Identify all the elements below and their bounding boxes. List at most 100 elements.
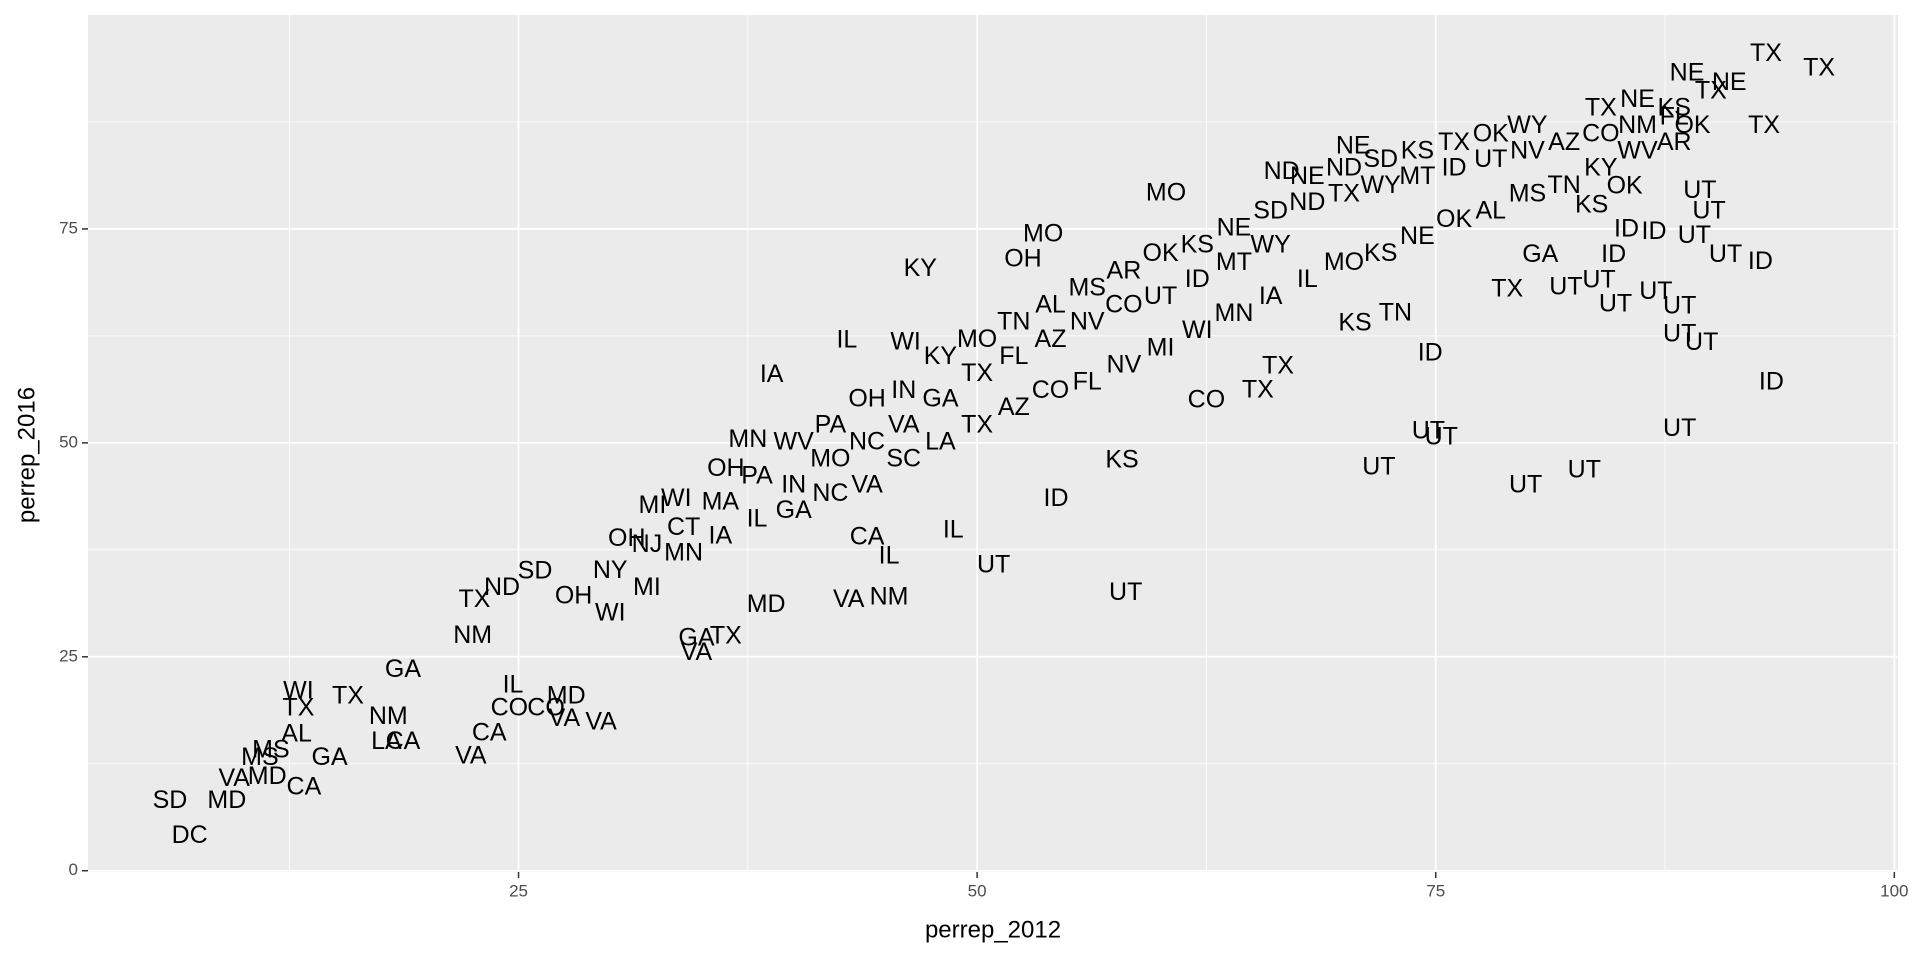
point-label: NC xyxy=(849,427,885,455)
point-label: NE xyxy=(1712,68,1747,96)
point-label: KY xyxy=(1584,154,1618,182)
point-label: IL xyxy=(943,516,964,544)
point-label: CA xyxy=(386,727,421,755)
point-label: NE xyxy=(1620,85,1655,113)
point-label: CA xyxy=(287,772,322,800)
point-label: VA xyxy=(585,707,617,735)
point-label: NE xyxy=(1400,222,1435,250)
point-label: IN xyxy=(781,470,806,498)
point-label: UT xyxy=(1639,277,1672,305)
point-label: SD xyxy=(518,557,553,585)
point-label: OH xyxy=(1004,244,1042,272)
point-label: TN xyxy=(1547,171,1580,199)
point-label: MN xyxy=(728,425,767,453)
point-label: WV xyxy=(774,427,815,455)
point-label: PA xyxy=(815,410,847,438)
point-label: GA xyxy=(385,655,421,683)
point-label: NV xyxy=(1070,308,1105,336)
point-label: MD xyxy=(547,682,586,710)
point-label: CT xyxy=(667,513,700,541)
point-label: WI xyxy=(283,676,314,704)
point-label: OH xyxy=(608,524,646,552)
point-label: AZ xyxy=(998,393,1030,421)
point-label: WY xyxy=(1250,231,1291,259)
point-label: IL xyxy=(503,670,524,698)
point-label: GA xyxy=(922,385,958,413)
point-label: NM xyxy=(369,702,408,730)
point-label: TX xyxy=(1803,54,1835,82)
point-label: GA xyxy=(312,743,348,771)
y-tick-label: 50 xyxy=(59,432,78,451)
point-label: TN xyxy=(1379,298,1412,326)
point-label: DC xyxy=(172,821,208,849)
point-label: FL xyxy=(1073,368,1102,396)
point-label: ID xyxy=(1614,214,1639,242)
point-label: TN xyxy=(997,308,1030,336)
point-label: GA xyxy=(776,496,812,524)
point-label: TX xyxy=(282,694,314,722)
point-label: IA xyxy=(1259,282,1283,310)
point-label: NY xyxy=(593,556,628,584)
point-label: MS xyxy=(241,743,279,771)
point-label: UT xyxy=(1412,416,1445,444)
point-label: KS xyxy=(1338,309,1371,337)
point-label: OK xyxy=(1674,111,1710,139)
point-label: ND xyxy=(1326,154,1362,182)
point-label: CO xyxy=(1032,376,1070,404)
point-label: NM xyxy=(870,582,909,610)
point-label: VA xyxy=(833,585,865,613)
point-label: UT xyxy=(1692,196,1725,224)
point-label: MI xyxy=(1147,333,1175,361)
point-label: TX xyxy=(1242,375,1274,403)
point-label: IL xyxy=(747,504,768,532)
point-label: CA xyxy=(472,718,507,746)
point-label: MA xyxy=(702,487,740,515)
y-tick-label: 0 xyxy=(69,860,78,879)
point-label: SC xyxy=(886,445,921,473)
point-label: CO xyxy=(1188,386,1226,414)
point-label: NM xyxy=(1618,111,1657,139)
point-label: AR xyxy=(1107,256,1142,284)
point-label: GA xyxy=(678,623,714,651)
point-label: ID xyxy=(1642,217,1667,245)
x-tick-label: 50 xyxy=(968,881,987,900)
axes: 25 50 75 100 0 25 50 75 xyxy=(59,218,1908,900)
point-label: TX xyxy=(459,585,491,613)
point-label: GA xyxy=(1522,240,1558,268)
point-label: VA xyxy=(681,638,713,666)
point-label: WI xyxy=(595,599,626,627)
point-label: MD xyxy=(207,786,246,814)
point-label: KS xyxy=(1658,94,1691,122)
point-label: NV xyxy=(1107,350,1142,378)
point-label: TX xyxy=(710,622,742,650)
point-label: MO xyxy=(957,325,997,353)
point-label: UT xyxy=(1362,452,1395,480)
point-label: VA xyxy=(549,704,581,732)
point-label: OK xyxy=(1473,119,1509,147)
point-label: WI xyxy=(1182,316,1213,344)
point-label: VA xyxy=(851,470,883,498)
point-label: MI xyxy=(633,573,661,601)
point-label: SD xyxy=(153,786,188,814)
point-label: AZ xyxy=(1035,325,1067,353)
point-label: UT xyxy=(1568,456,1601,484)
point-label: KS xyxy=(1575,190,1608,218)
point-label: TX xyxy=(1328,179,1360,207)
point-label: MO xyxy=(810,445,850,473)
point-label: ID xyxy=(1418,338,1443,366)
point-label: MT xyxy=(1216,248,1252,276)
point-label: ID xyxy=(1759,368,1784,396)
point-label: KS xyxy=(1181,231,1214,259)
point-label: UT xyxy=(1425,422,1458,450)
point-label: NE xyxy=(1290,162,1325,190)
point-label: NE xyxy=(1336,131,1371,159)
point-label: KS xyxy=(1364,239,1397,267)
point-label: MS xyxy=(252,736,290,764)
point-label: NE xyxy=(1217,214,1252,242)
point-label: AL xyxy=(1475,196,1506,224)
y-tick-label: 25 xyxy=(59,646,78,665)
point-label: UT xyxy=(1144,282,1177,310)
point-label: CO xyxy=(491,694,529,722)
point-label: ID xyxy=(1601,240,1626,268)
